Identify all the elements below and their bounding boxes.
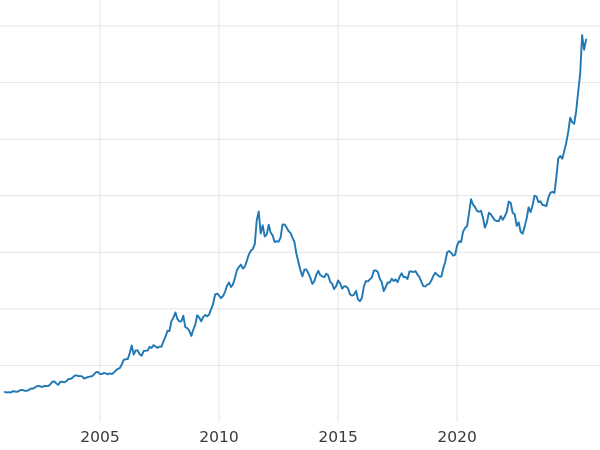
price-line-series bbox=[3, 34, 588, 394]
x-tick-label: 2010 bbox=[199, 428, 238, 446]
x-tick-label: 2020 bbox=[437, 428, 476, 446]
x-tick-label: 2005 bbox=[80, 428, 119, 446]
x-tick-label: 2015 bbox=[318, 428, 357, 446]
